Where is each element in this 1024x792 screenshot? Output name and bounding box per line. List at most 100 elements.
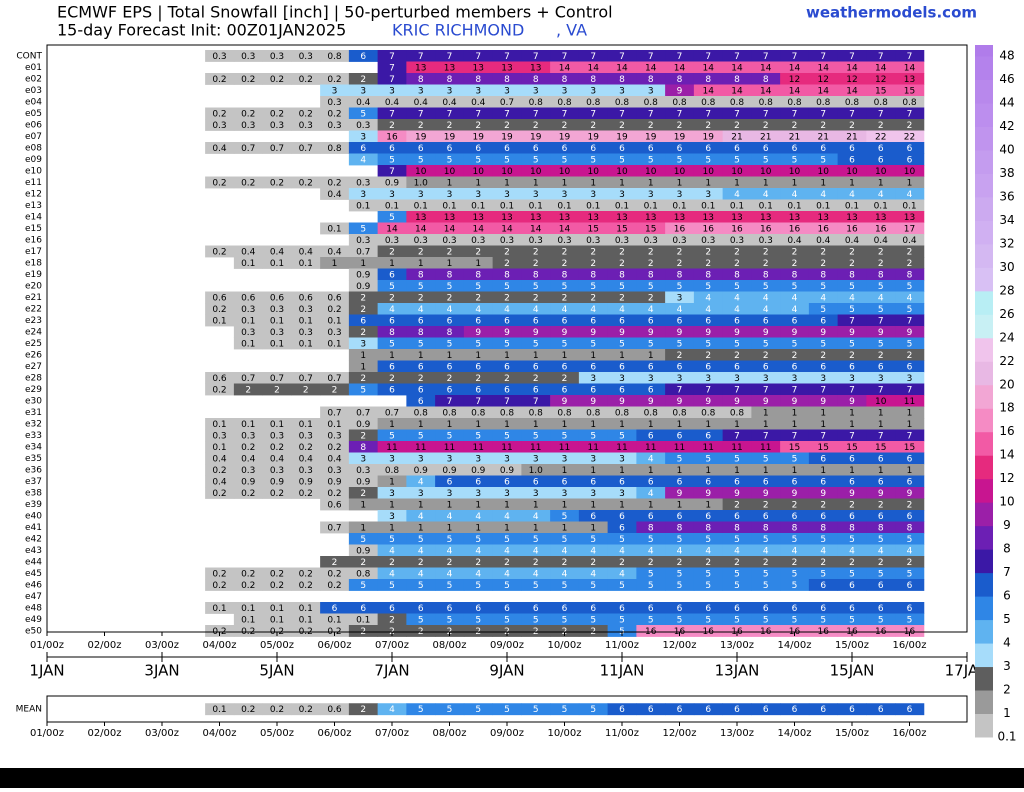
cell-label: 5 <box>878 339 884 349</box>
cell <box>262 429 292 442</box>
cell-label: 5 <box>849 305 855 315</box>
cell-label: 6 <box>792 512 798 522</box>
cell-label: 6 <box>619 316 625 326</box>
cell <box>492 544 522 557</box>
cell <box>406 429 436 442</box>
cell-label: 2 <box>878 247 884 257</box>
cell-label: 6 <box>849 581 855 591</box>
cell-label: 5 <box>562 282 568 292</box>
cell <box>751 429 781 442</box>
cell <box>348 613 379 626</box>
cell-label: 15 <box>588 224 599 234</box>
cell <box>722 337 752 350</box>
cell-label: 2 <box>677 259 683 269</box>
cell <box>550 222 580 235</box>
cell-label: 4 <box>820 293 826 303</box>
cell-label: 5 <box>677 155 683 165</box>
cell <box>751 211 781 223</box>
cell <box>607 406 637 419</box>
cell-label: 15 <box>904 86 915 96</box>
cell <box>435 441 465 453</box>
cell <box>463 567 494 580</box>
cell <box>693 625 724 637</box>
cell-label: 5 <box>763 535 769 545</box>
cell-label: 5 <box>648 615 654 625</box>
cell <box>377 280 407 292</box>
cell <box>435 544 465 557</box>
cell <box>262 625 292 637</box>
cell <box>665 303 695 315</box>
cell <box>492 533 522 545</box>
colorbar-band <box>975 572 993 597</box>
cell-label: 2 <box>792 558 798 568</box>
row-label: e03 <box>25 86 42 96</box>
cell-label: 0.4 <box>787 236 802 246</box>
cell-label: 4 <box>734 190 740 200</box>
cell-label: 2 <box>878 500 884 510</box>
cell-label: 0.1 <box>414 201 428 211</box>
cell <box>837 245 867 258</box>
cell-label: 8 <box>447 328 453 338</box>
cell-label: 1 <box>763 408 769 418</box>
cell <box>780 703 810 716</box>
cell <box>866 153 896 166</box>
cell-label: 0.1 <box>615 201 629 211</box>
cell <box>377 199 407 212</box>
cell <box>751 406 781 419</box>
cell-label: 4 <box>504 305 510 315</box>
cell-label: 6 <box>447 144 453 154</box>
cell <box>693 222 724 235</box>
cell <box>722 395 752 407</box>
cell-label: 0.1 <box>241 339 255 349</box>
cell <box>895 211 925 223</box>
cell-label: 2 <box>389 247 395 257</box>
cell <box>837 119 867 131</box>
cell-label: 2 <box>763 351 769 361</box>
cell <box>550 452 580 465</box>
cell <box>693 142 724 154</box>
cell-label: 9 <box>562 397 568 407</box>
cell <box>837 510 867 522</box>
cell <box>693 314 724 327</box>
cell <box>578 337 609 350</box>
cell-label: 4 <box>447 305 453 315</box>
cell-label: 4 <box>907 546 913 556</box>
cell <box>780 61 810 74</box>
cell-label: 7 <box>820 109 826 119</box>
cell <box>837 199 867 212</box>
colorbar-label: 2 <box>1003 683 1011 697</box>
cell <box>262 326 292 338</box>
cell <box>550 625 580 637</box>
cell <box>578 510 609 522</box>
cell <box>578 130 609 143</box>
cell <box>521 429 551 442</box>
cell <box>521 119 551 131</box>
cell <box>693 429 724 442</box>
cell <box>463 303 494 315</box>
cell-label: 3 <box>590 374 596 384</box>
cell-label: 1 <box>619 178 625 188</box>
row-label: e38 <box>25 488 42 498</box>
cell <box>751 510 781 522</box>
cell-label: 7 <box>763 431 769 441</box>
cell-label: 4 <box>418 546 424 556</box>
cell <box>693 326 724 338</box>
cell <box>780 84 810 97</box>
cell-label: 8 <box>619 75 625 85</box>
cell-label: 3 <box>533 86 539 96</box>
colorbar-band <box>975 666 993 691</box>
cell <box>837 50 867 62</box>
cell-label: 6 <box>504 385 510 395</box>
cell <box>722 234 752 246</box>
cell <box>895 510 925 522</box>
cell <box>435 199 465 212</box>
cell <box>751 337 781 350</box>
cell <box>780 107 810 120</box>
cell <box>377 142 407 154</box>
cell <box>808 452 839 465</box>
cell <box>837 314 867 327</box>
cell <box>435 383 465 396</box>
cell-label: 9 <box>878 328 884 338</box>
x-tick-label: 14/00z <box>777 640 811 651</box>
cell <box>348 372 379 384</box>
